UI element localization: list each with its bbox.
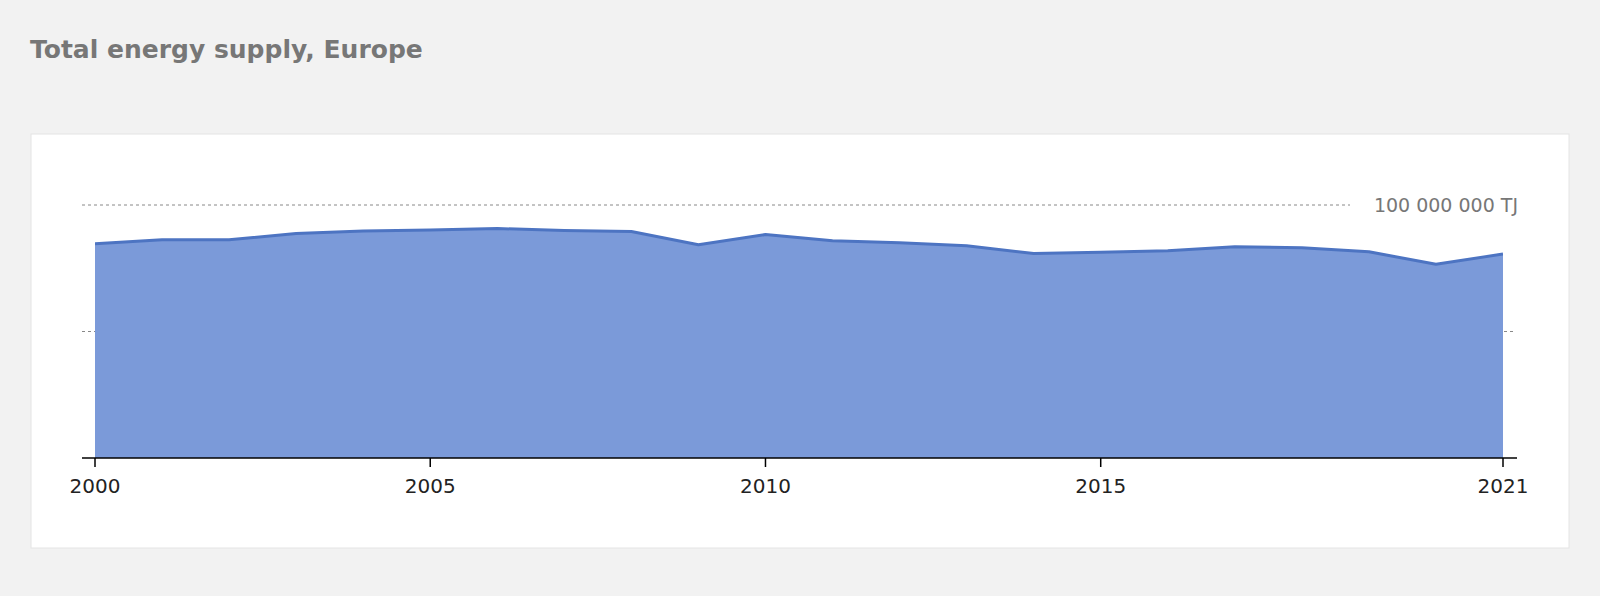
x-tick [94, 458, 96, 467]
x-axis [82, 457, 1517, 459]
x-tick-label: 2015 [1075, 474, 1126, 498]
chart-root: Total energy supply, Europe 100 000 000 T… [0, 0, 1600, 596]
x-tick [1502, 458, 1504, 467]
x-tick [429, 458, 431, 467]
area-line [95, 229, 1503, 265]
y-tick-label: 100 000 000 TJ [1374, 194, 1518, 216]
plot-area [95, 229, 1503, 458]
area [95, 229, 1503, 458]
x-tick [765, 458, 767, 467]
x-tick-label: 2021 [1478, 474, 1529, 498]
title: Total energy supply, Europe [30, 35, 423, 64]
grid-line [82, 205, 1350, 206]
x-tick [1100, 458, 1102, 467]
x-tick-label: 2010 [740, 474, 791, 498]
x-tick-label: 2005 [405, 474, 456, 498]
card [31, 134, 1569, 548]
x-tick-label: 2000 [70, 474, 121, 498]
